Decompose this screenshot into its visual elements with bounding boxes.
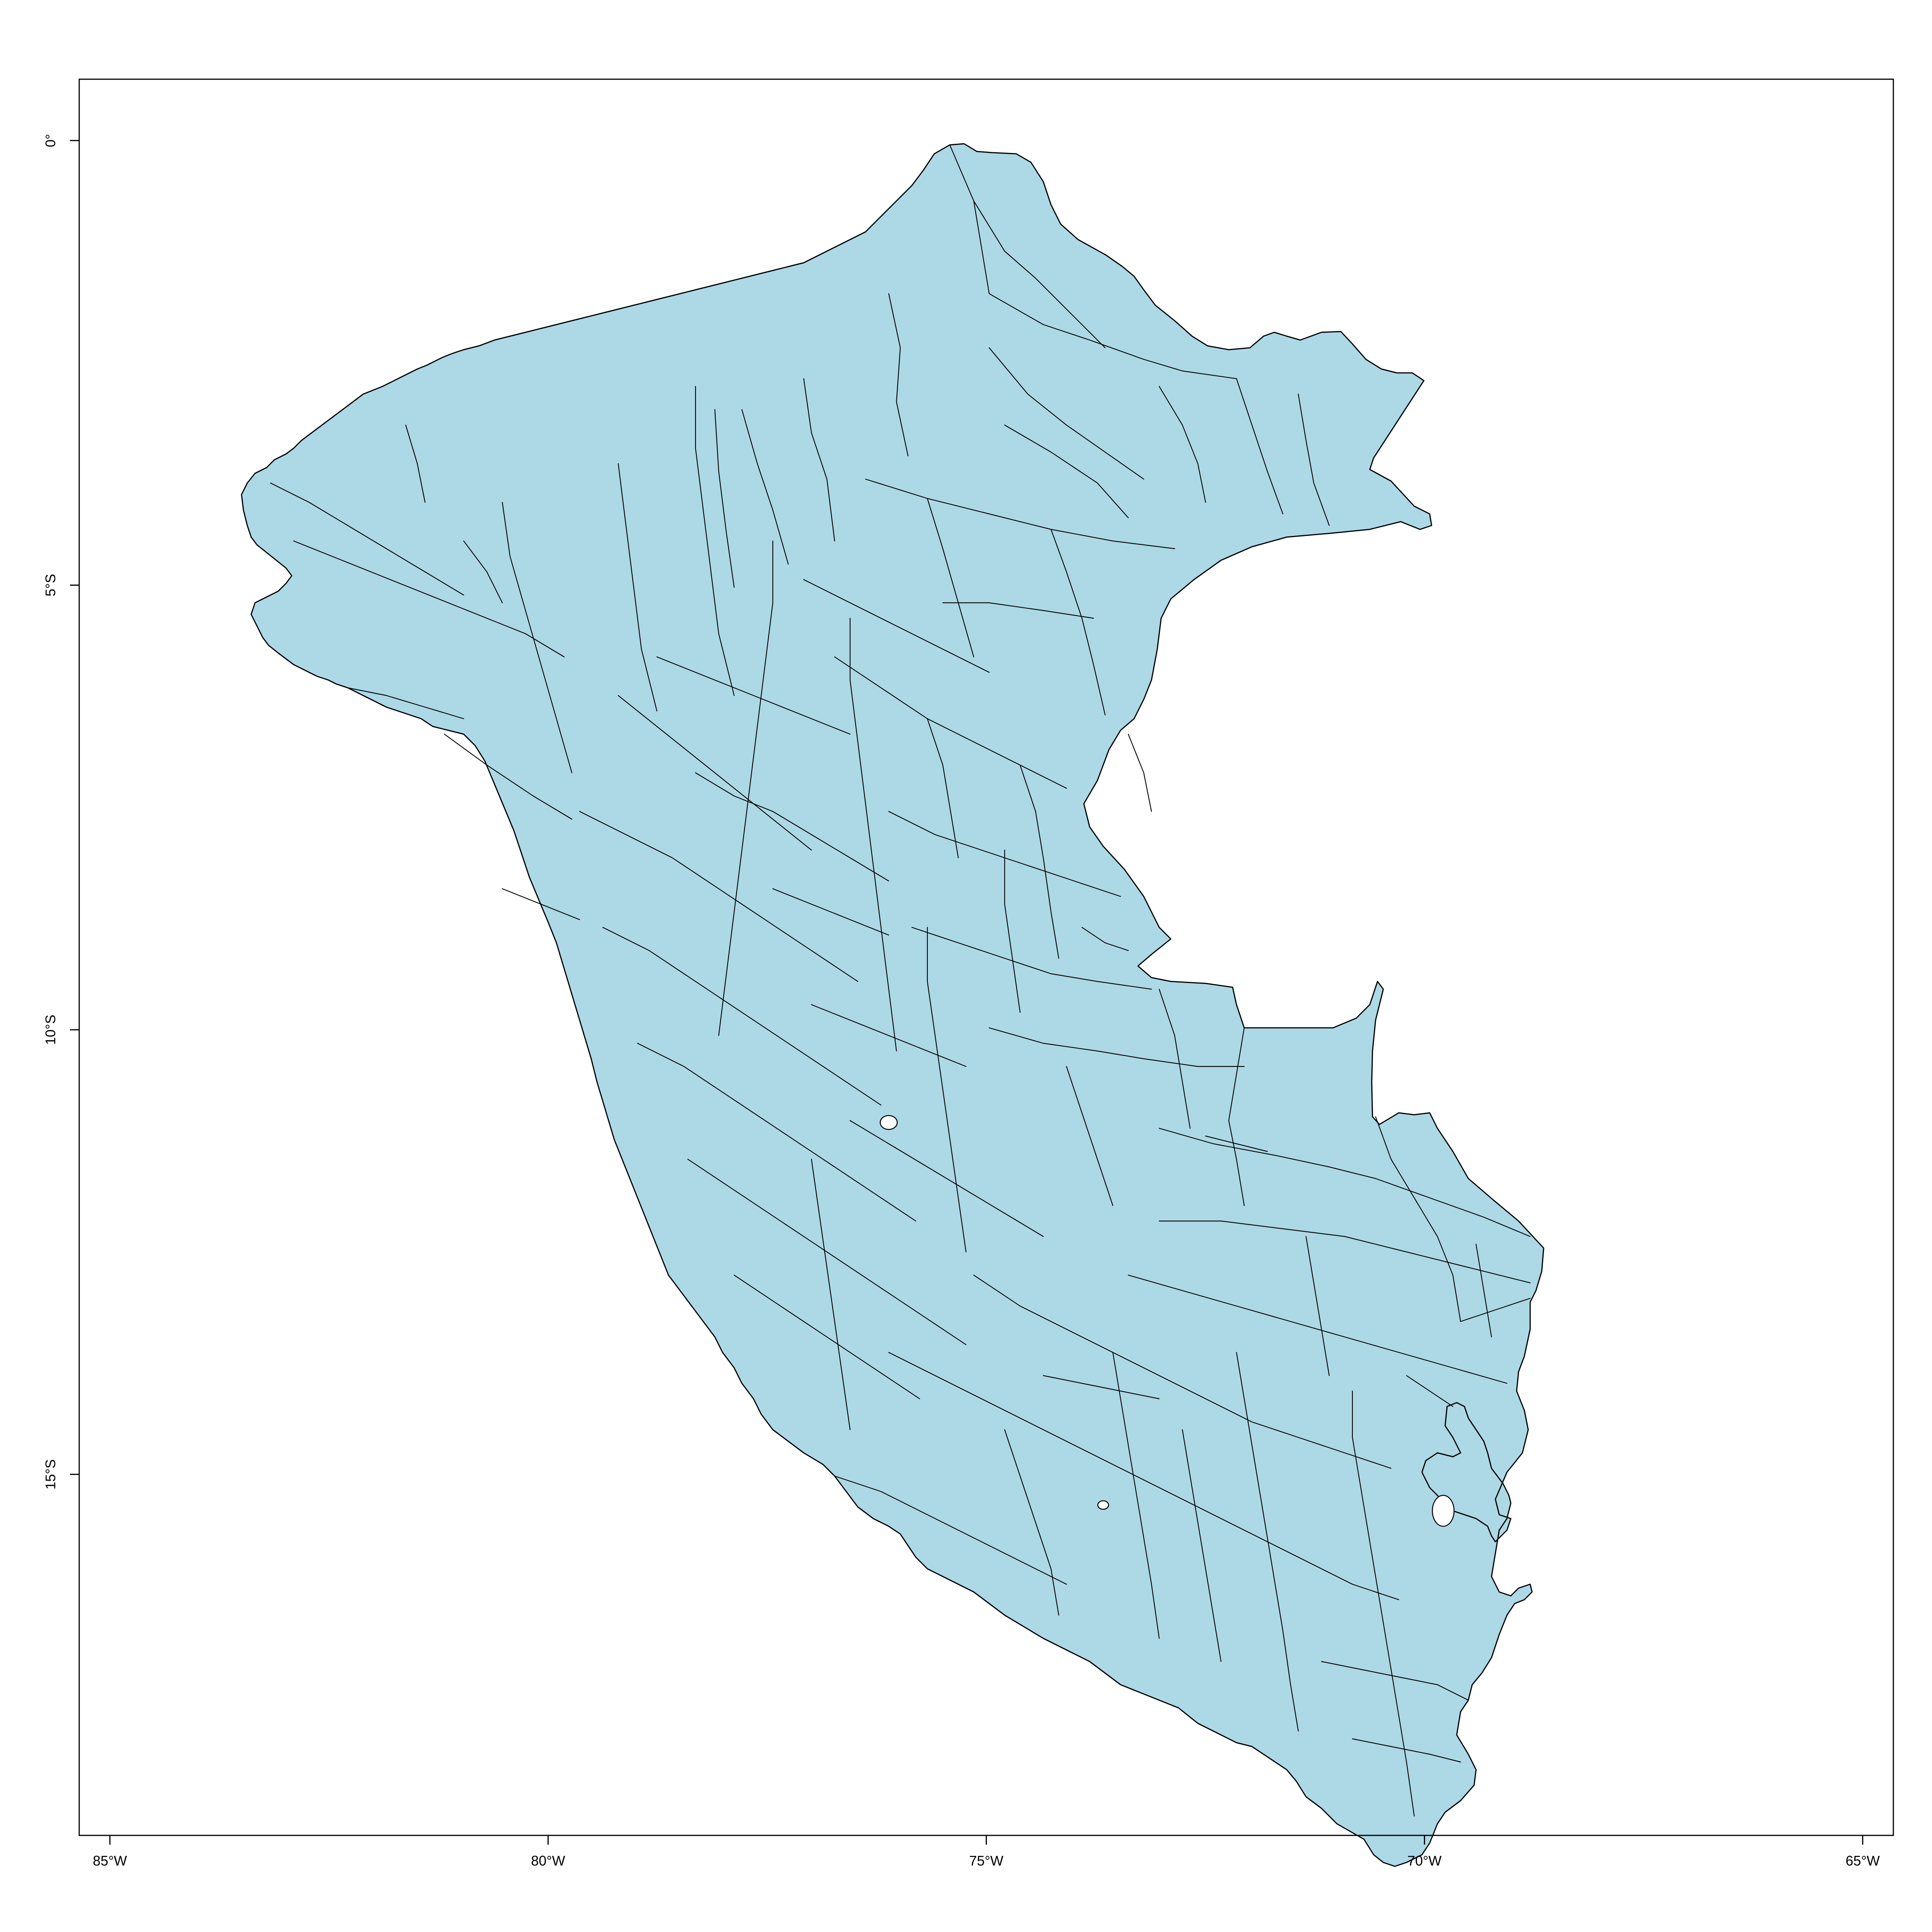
y-tick-label: 15°S: [43, 1459, 58, 1489]
lake-small-south: [1097, 1500, 1109, 1510]
x-tick-label: 80°W: [531, 1853, 565, 1869]
x-axis: 85°W 80°W 75°W 70°W 65°W: [93, 1835, 1880, 1869]
lake-junin: [879, 1115, 898, 1130]
x-tick-label: 85°W: [93, 1853, 127, 1869]
y-tick-label: 10°S: [43, 1015, 58, 1045]
district-boundaries: [270, 144, 1531, 1817]
x-tick-label: 65°W: [1845, 1853, 1879, 1869]
x-tick-label: 75°W: [969, 1853, 1003, 1869]
y-tick-label: 0°: [43, 134, 58, 147]
y-tick-label: 5°S: [43, 574, 58, 596]
x-tick-label: 70°W: [1407, 1853, 1441, 1869]
lake-titicaca: [1432, 1495, 1455, 1527]
peru-country-shape: [241, 143, 1544, 1867]
y-axis: 0° 5°S 10°S 15°S: [43, 134, 80, 1490]
